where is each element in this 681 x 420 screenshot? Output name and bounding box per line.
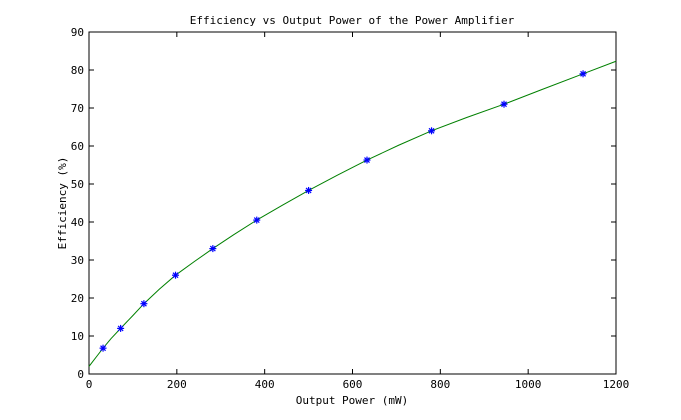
data-point [117,324,125,332]
data-point [579,70,587,78]
y-tick-label: 50 [71,178,84,191]
series-layer [88,60,617,367]
chart-title: Efficiency vs Output Power of the Power … [190,14,515,27]
data-point [253,216,261,224]
data-point [500,100,508,108]
data-point [140,300,148,308]
axis-ticks: 0 200 400 600 800 1000 1200 0 10 20 30 40 50 60 70 80 90 [71,26,630,391]
x-axis-label: Output Power (mW) [296,394,409,407]
y-tick-label: 90 [71,26,84,39]
data-point [209,245,217,253]
y-tick-label: 20 [71,292,84,305]
y-axis-label: Efficiency (%) [56,157,69,250]
y-tick-label: 40 [71,216,84,229]
x-tick-label: 1200 [603,378,630,391]
data-point [99,344,107,352]
data-point [363,156,371,164]
y-tick-label: 30 [71,254,84,267]
plot-area [88,31,617,375]
x-tick-label: 1000 [515,378,542,391]
data-point [428,127,436,135]
data-point [172,271,180,279]
x-tick-label: 400 [255,378,275,391]
x-tick-label: 200 [167,378,187,391]
y-tick-label: 70 [71,102,84,115]
fit-curve-line [88,60,617,367]
data-point [305,186,313,194]
y-tick-label: 10 [71,330,84,343]
x-tick-label: 800 [430,378,450,391]
y-tick-label: 60 [71,140,84,153]
x-tick-label: 600 [343,378,363,391]
y-tick-label: 0 [77,368,84,381]
x-tick-label: 0 [86,378,93,391]
y-tick-label: 80 [71,64,84,77]
